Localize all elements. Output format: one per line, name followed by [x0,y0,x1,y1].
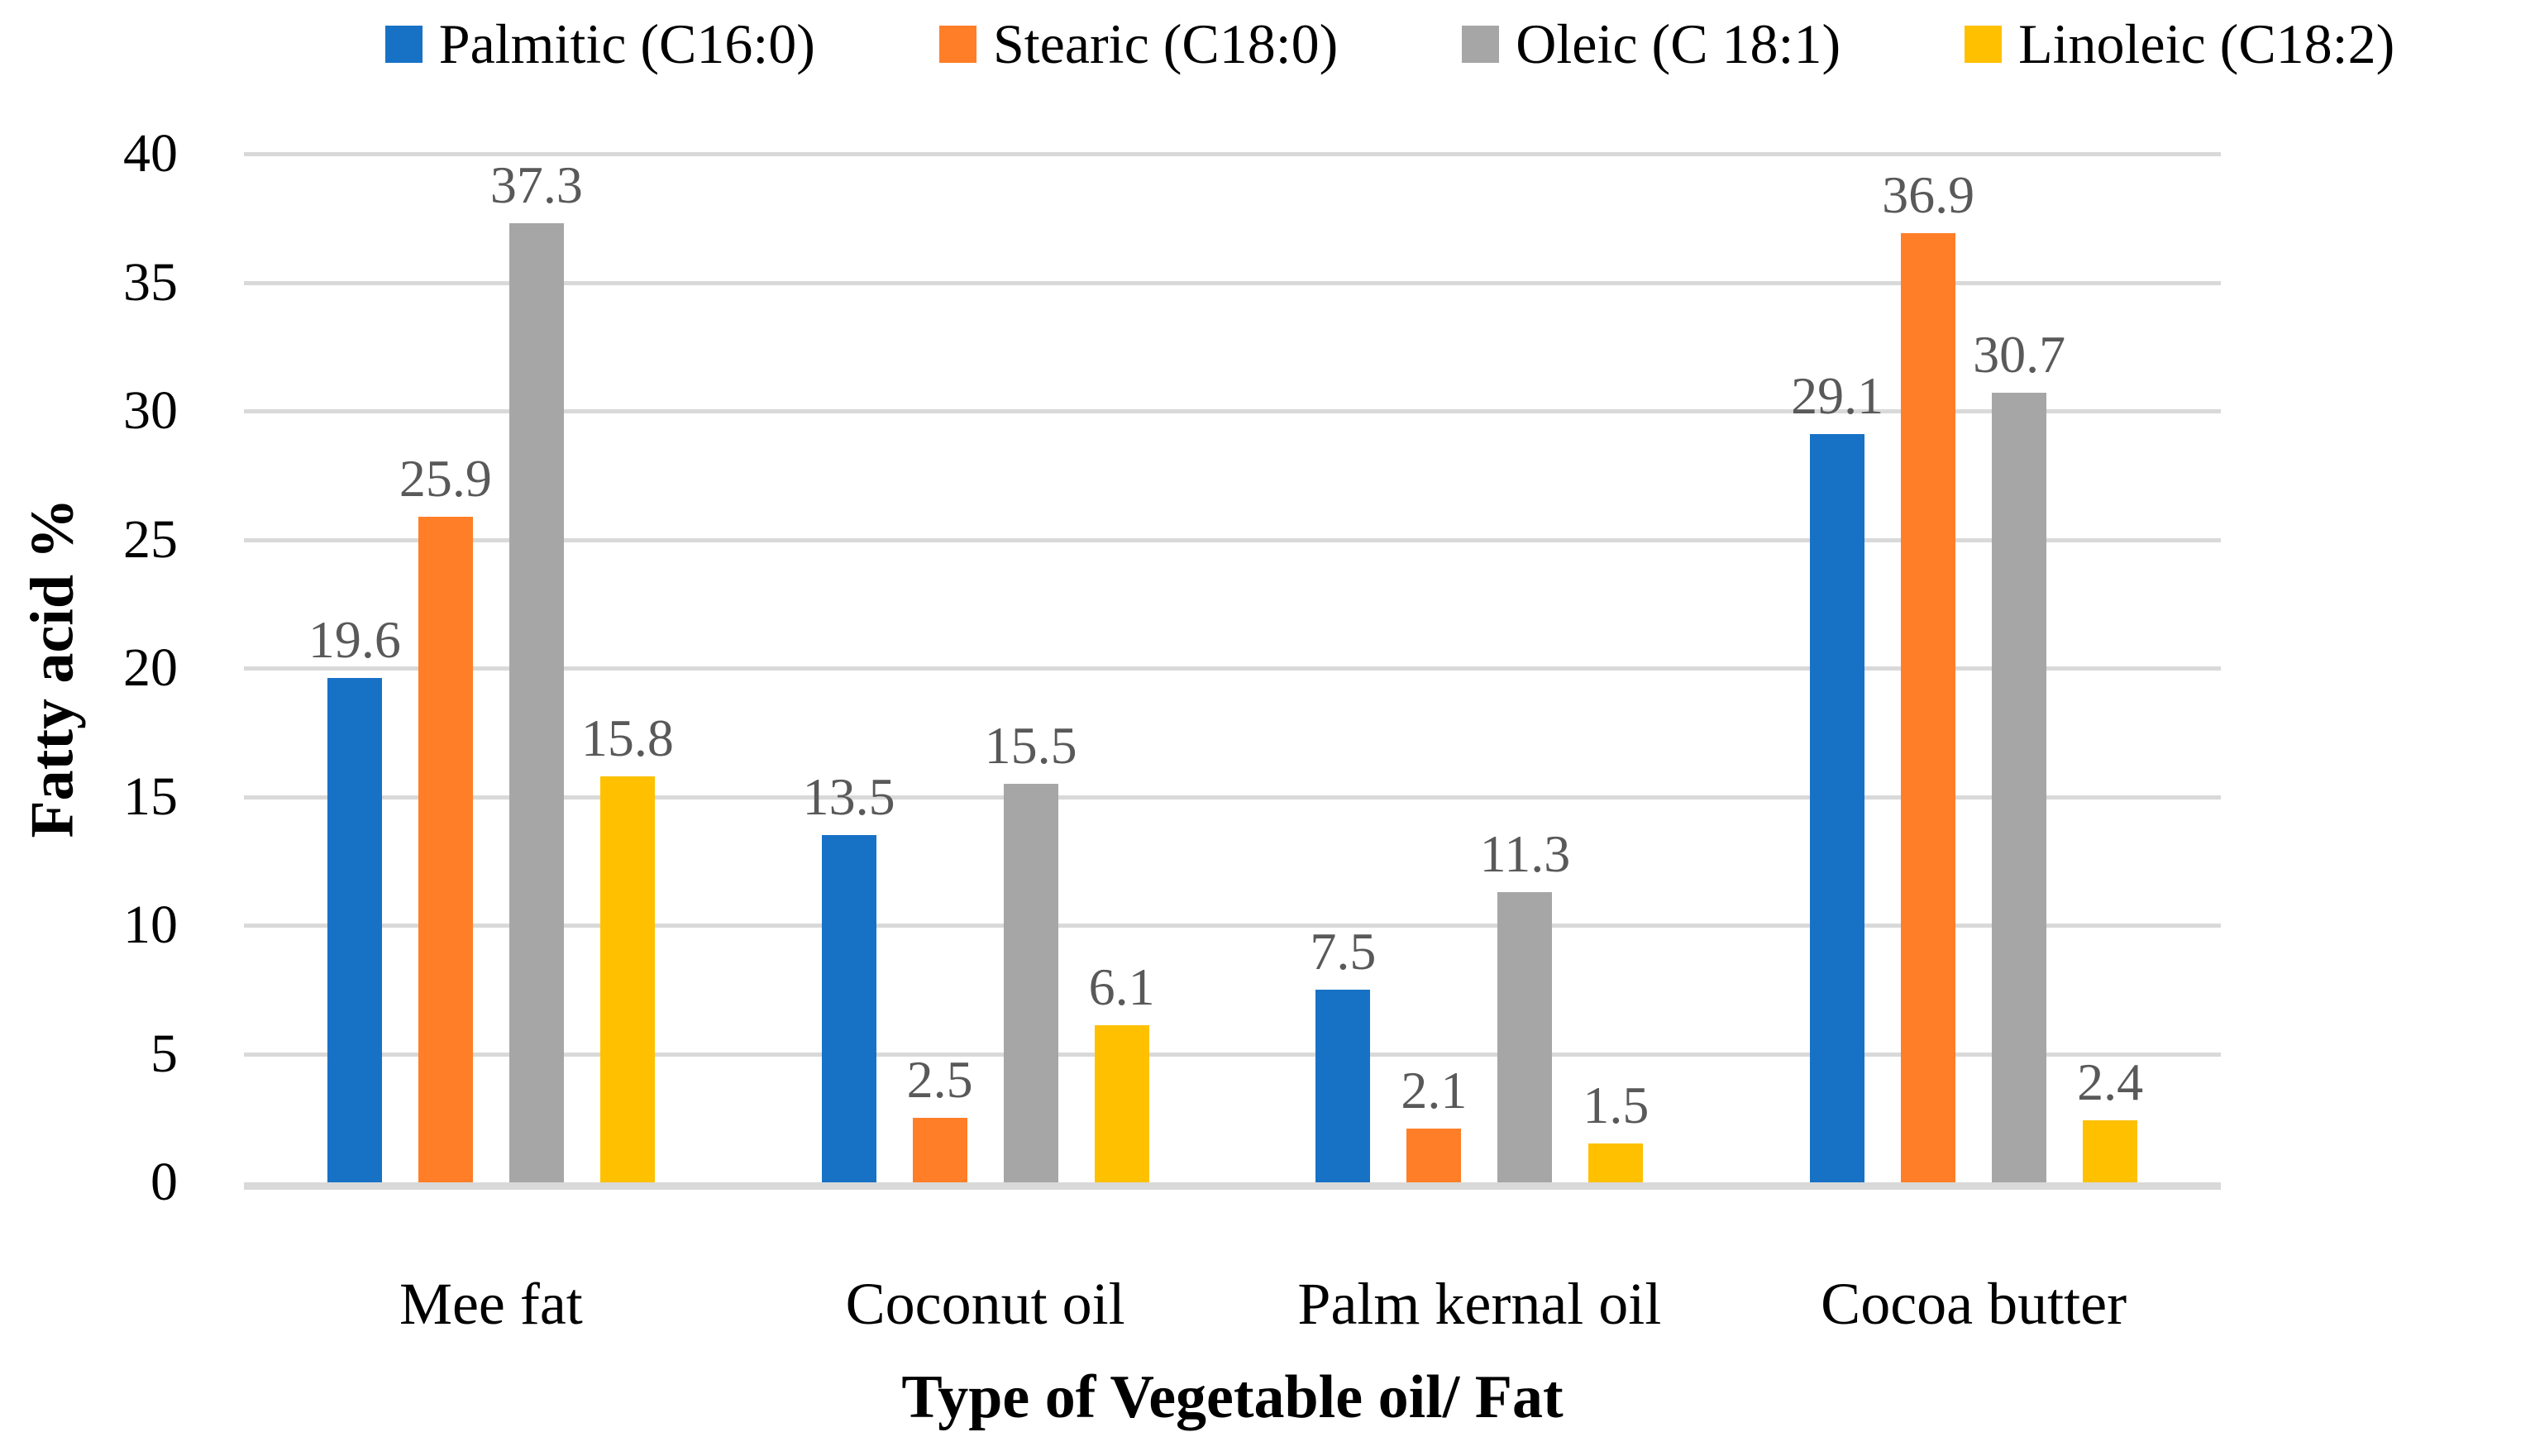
bar-value-label: 25.9 [399,448,492,508]
y-tick-label: 5 [150,1023,178,1084]
gridline [244,666,2221,671]
bar-palmitic-c16-0-cocoa-butter: 29.1 [1791,370,1884,1182]
y-tick-label: 0 [150,1152,178,1212]
y-tick-label: 30 [123,380,178,441]
bar-oleic-c-18-1-mee-fat: 37.3 [490,158,583,1182]
bar-group-mee-fat: 19.6 25.9 37.3 15.8 [244,154,738,1182]
bar-value-label: 11.3 [1479,823,1571,883]
legend-swatch-icon [1965,25,2003,63]
category-label-cocoa-butter: Cocoa butter [1821,1271,2127,1337]
bar-value-label: 29.1 [1791,366,1884,425]
legend-label: Linoleic (C18:2) [2018,12,2395,75]
bar-stearic-c18-0-cocoa-butter: 36.9 [1882,169,1974,1182]
y-tick-label: 15 [123,766,178,827]
gridline [244,280,2221,285]
bar-value-label: 19.6 [308,610,401,670]
bar-oleic-c-18-1-palm-kernal-oil: 11.3 [1480,827,1570,1182]
bar-groups: 19.6 25.9 37.3 15.8 13.5 2.5 15.5 6.1 7.5 2.1 11.3… [244,154,2221,1182]
bar-value-label: 6.1 [1088,957,1155,1017]
bar-group-palm-kernal-oil: 7.5 2.1 11.3 1.5 [1233,154,1727,1182]
bar-value-label: 30.7 [1973,325,2066,384]
gridline [244,1052,2221,1057]
legend-swatch-icon [938,25,976,63]
bar-oleic-c-18-1-cocoa-butter: 30.7 [1973,328,2065,1182]
x-axis-category-labels: Mee fat Coconut oil Palm kernal oil Cocoa b… [244,1271,2221,1337]
bar-group-cocoa-butter: 29.1 36.9 30.7 2.4 [1726,154,2221,1182]
category-label-palm-kernal-oil: Palm kernal oil [1297,1271,1662,1337]
y-axis-ticks: 0 5 10 15 20 25 30 35 40 [0,0,178,1456]
bar-cluster: 7.5 2.1 11.3 1.5 [1310,154,1649,1182]
bar-group-coconut-oil: 13.5 2.5 15.5 6.1 [738,154,1233,1182]
bar-value-label: 13.5 [802,767,895,827]
bar-cluster: 13.5 2.5 15.5 6.1 [803,154,1155,1182]
legend-label: Palmitic (C16:0) [438,12,815,75]
bar-value-label: 2.1 [1401,1060,1468,1119]
x-axis-title: Type of Vegetable oil/ Fat [901,1363,1564,1431]
bar-value-label: 1.5 [1583,1076,1650,1135]
legend-item-oleic-c-18-1: Oleic (C 18:1) [1462,16,1841,72]
legend-swatch-icon [1462,25,1500,63]
bar-linoleic-c18-2-mee-fat: 15.8 [581,711,674,1182]
bar-palmitic-c16-0-palm-kernal-oil: 7.5 [1310,924,1376,1182]
legend-item-linoleic-c18-2: Linoleic (C18:2) [1965,16,2394,72]
bar-cluster: 29.1 36.9 30.7 2.4 [1791,154,2143,1182]
legend-label: Oleic (C 18:1) [1516,12,1841,75]
category-label-mee-fat: Mee fat [399,1271,583,1337]
bar-value-label: 36.9 [1882,165,1975,225]
x-axis-line [244,1182,2221,1190]
legend-label: Stearic (C18:0) [992,12,1339,75]
bar-stearic-c18-0-coconut-oil: 2.5 [907,1053,973,1182]
bar-value-label: 15.5 [984,715,1077,775]
bar-palmitic-c16-0-coconut-oil: 13.5 [803,771,895,1182]
gridline [244,795,2221,800]
y-tick-label: 20 [123,637,178,698]
bar-linoleic-c18-2-palm-kernal-oil: 1.5 [1583,1079,1649,1182]
legend-swatch-icon [384,25,423,63]
bar-palmitic-c16-0-mee-fat: 19.6 [308,613,401,1182]
bar-oleic-c-18-1-coconut-oil: 15.5 [985,718,1077,1182]
bar-value-label: 15.8 [580,708,674,767]
y-tick-label: 25 [123,508,178,570]
y-tick-label: 10 [123,895,178,955]
gridline [244,924,2221,928]
legend-item-stearic-c18-0: Stearic (C18:0) [938,12,1339,75]
category-label-coconut-oil: Coconut oil [845,1271,1125,1337]
bar-stearic-c18-0-palm-kernal-oil: 2.1 [1401,1063,1467,1182]
bar-value-label: 2.5 [906,1050,973,1110]
gridline [244,152,2221,156]
y-tick-label: 40 [123,123,178,184]
bar-value-label: 7.5 [1310,921,1377,981]
gridline [244,537,2221,542]
legend: Palmitic (C16:0) Stearic (C18:0) Oleic (C … [0,7,2540,81]
bar-linoleic-c18-2-cocoa-butter: 2.4 [2077,1056,2143,1182]
gridline [244,409,2221,413]
y-tick-label: 35 [123,251,178,313]
bar-value-label: 2.4 [2077,1053,2144,1112]
plot-area: 19.6 25.9 37.3 15.8 13.5 2.5 15.5 6.1 7.5 2.1 11.3… [244,152,2221,1190]
bar-linoleic-c18-2-coconut-oil: 6.1 [1089,961,1155,1182]
bar-cluster: 19.6 25.9 37.3 15.8 [308,154,674,1182]
bar-value-label: 37.3 [489,155,583,214]
bar-stearic-c18-0-mee-fat: 25.9 [399,451,492,1182]
legend-item-palmitic-c16-0: Palmitic (C16:0) [384,12,815,75]
